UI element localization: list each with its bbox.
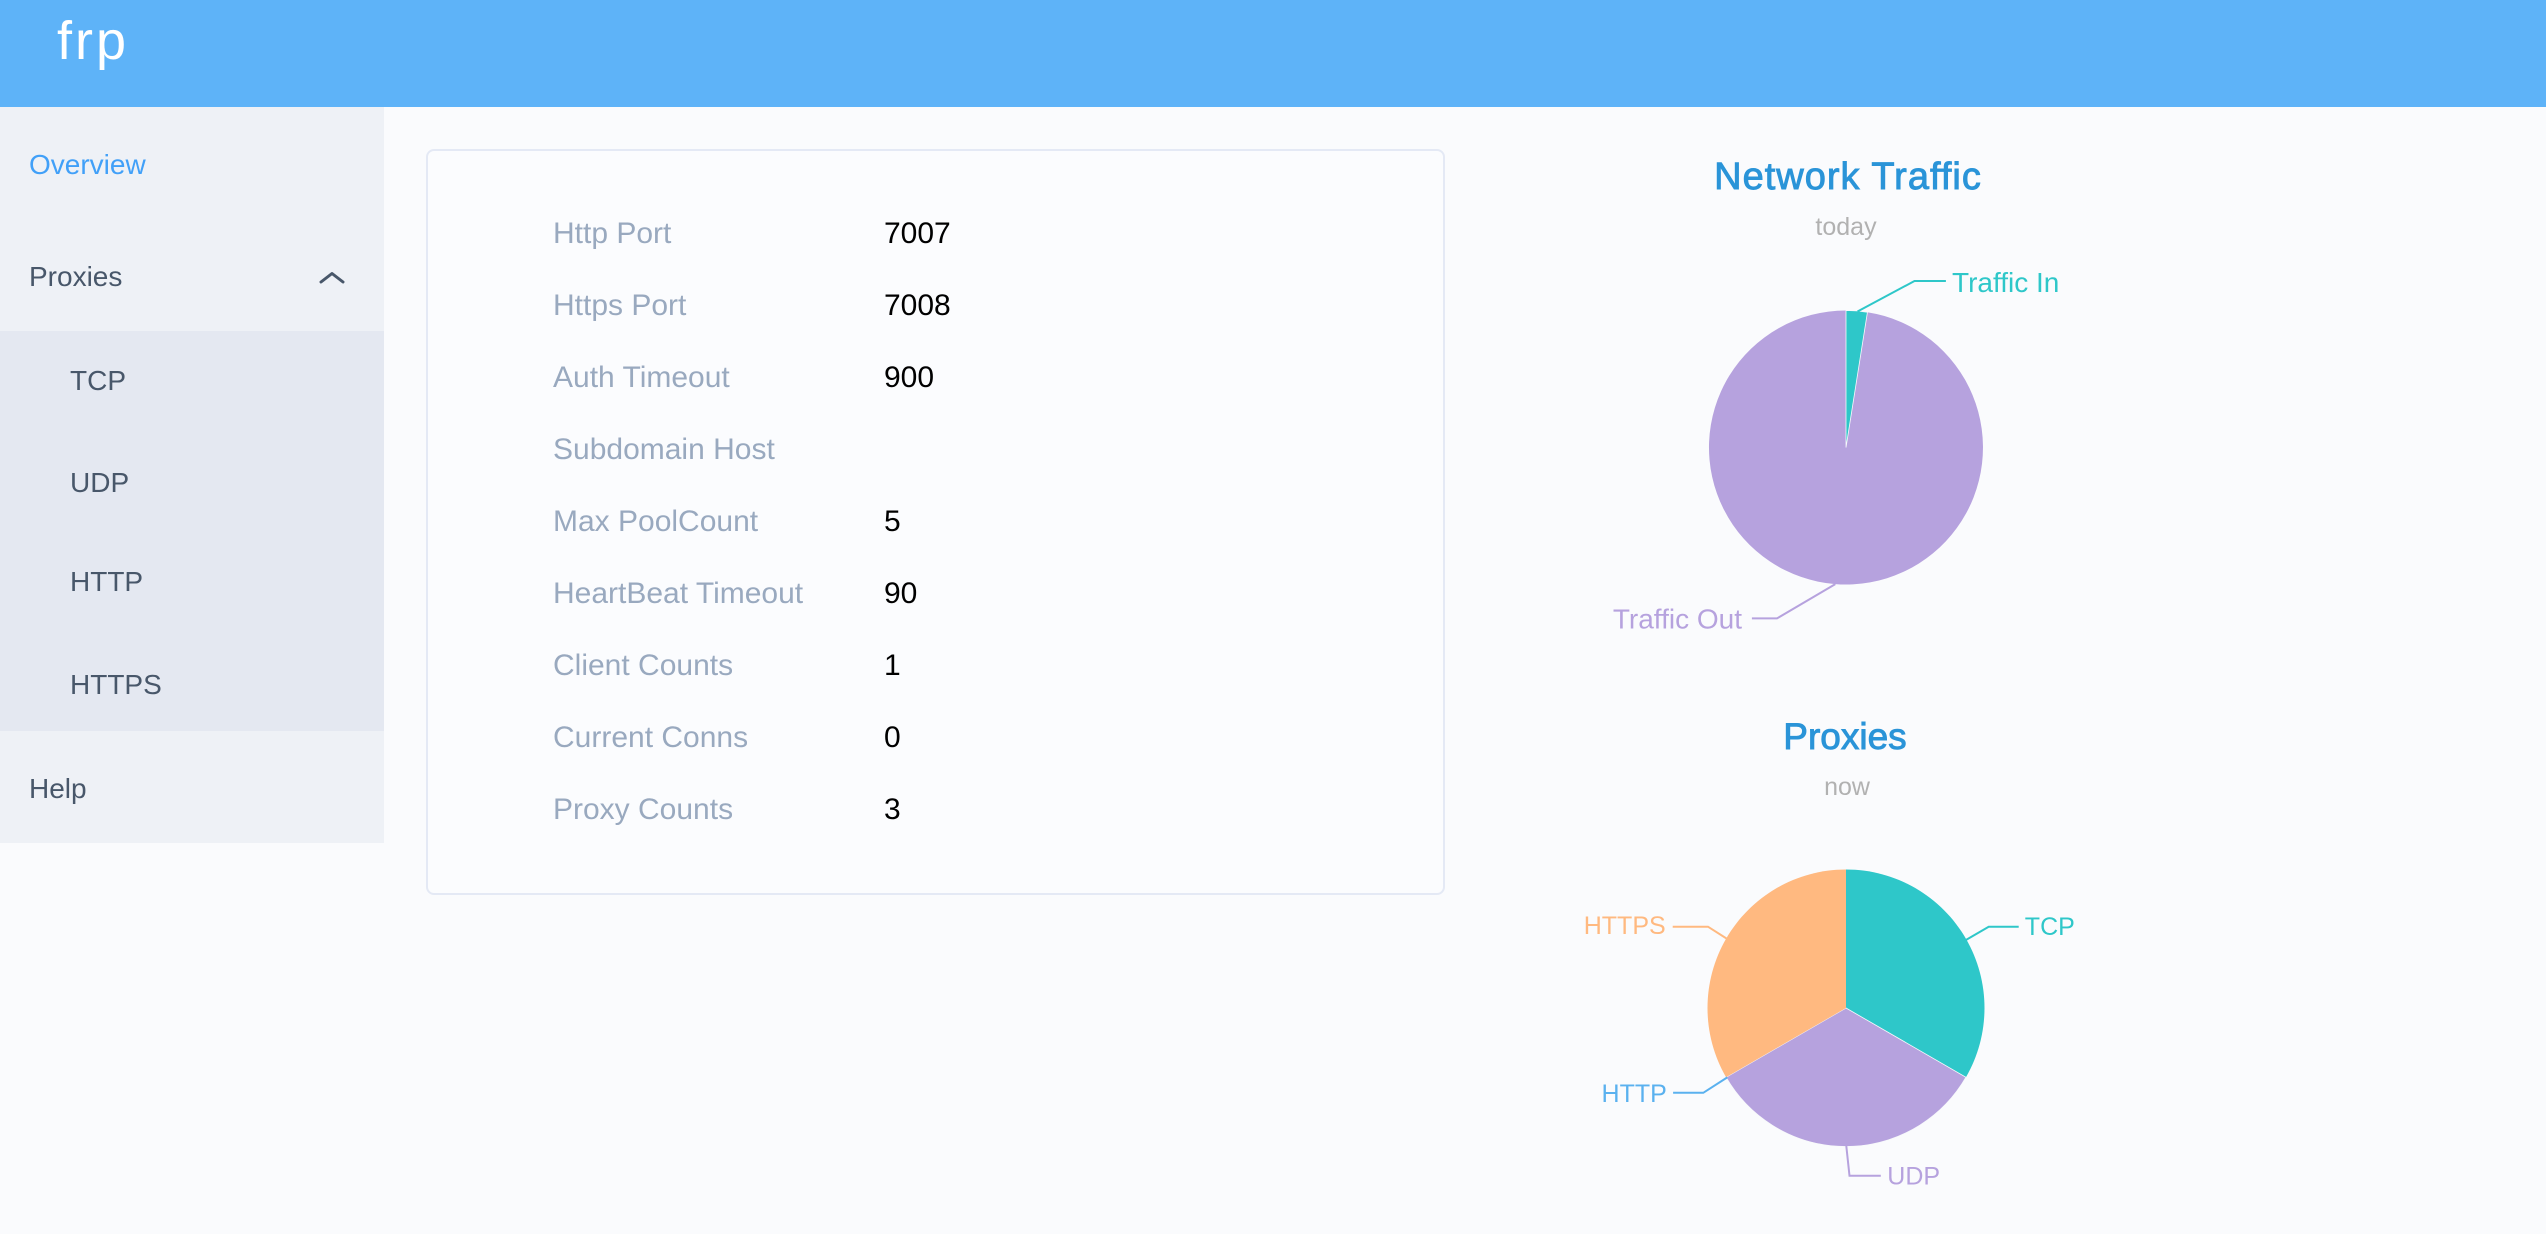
svg-text:Traffic Out: Traffic Out xyxy=(1613,604,1742,635)
svg-text:HTTPS: HTTPS xyxy=(1584,912,1666,940)
svg-text:today: today xyxy=(1815,213,1877,241)
svg-text:UDP: UDP xyxy=(1887,1163,1940,1191)
svg-text:Proxies: Proxies xyxy=(1783,716,1906,757)
svg-text:Network Traffic: Network Traffic xyxy=(1714,156,1982,198)
svg-text:now: now xyxy=(1824,773,1871,801)
svg-text:HTTP: HTTP xyxy=(1602,1080,1667,1108)
svg-text:TCP: TCP xyxy=(2025,913,2075,941)
svg-text:Traffic In: Traffic In xyxy=(1952,267,2059,298)
